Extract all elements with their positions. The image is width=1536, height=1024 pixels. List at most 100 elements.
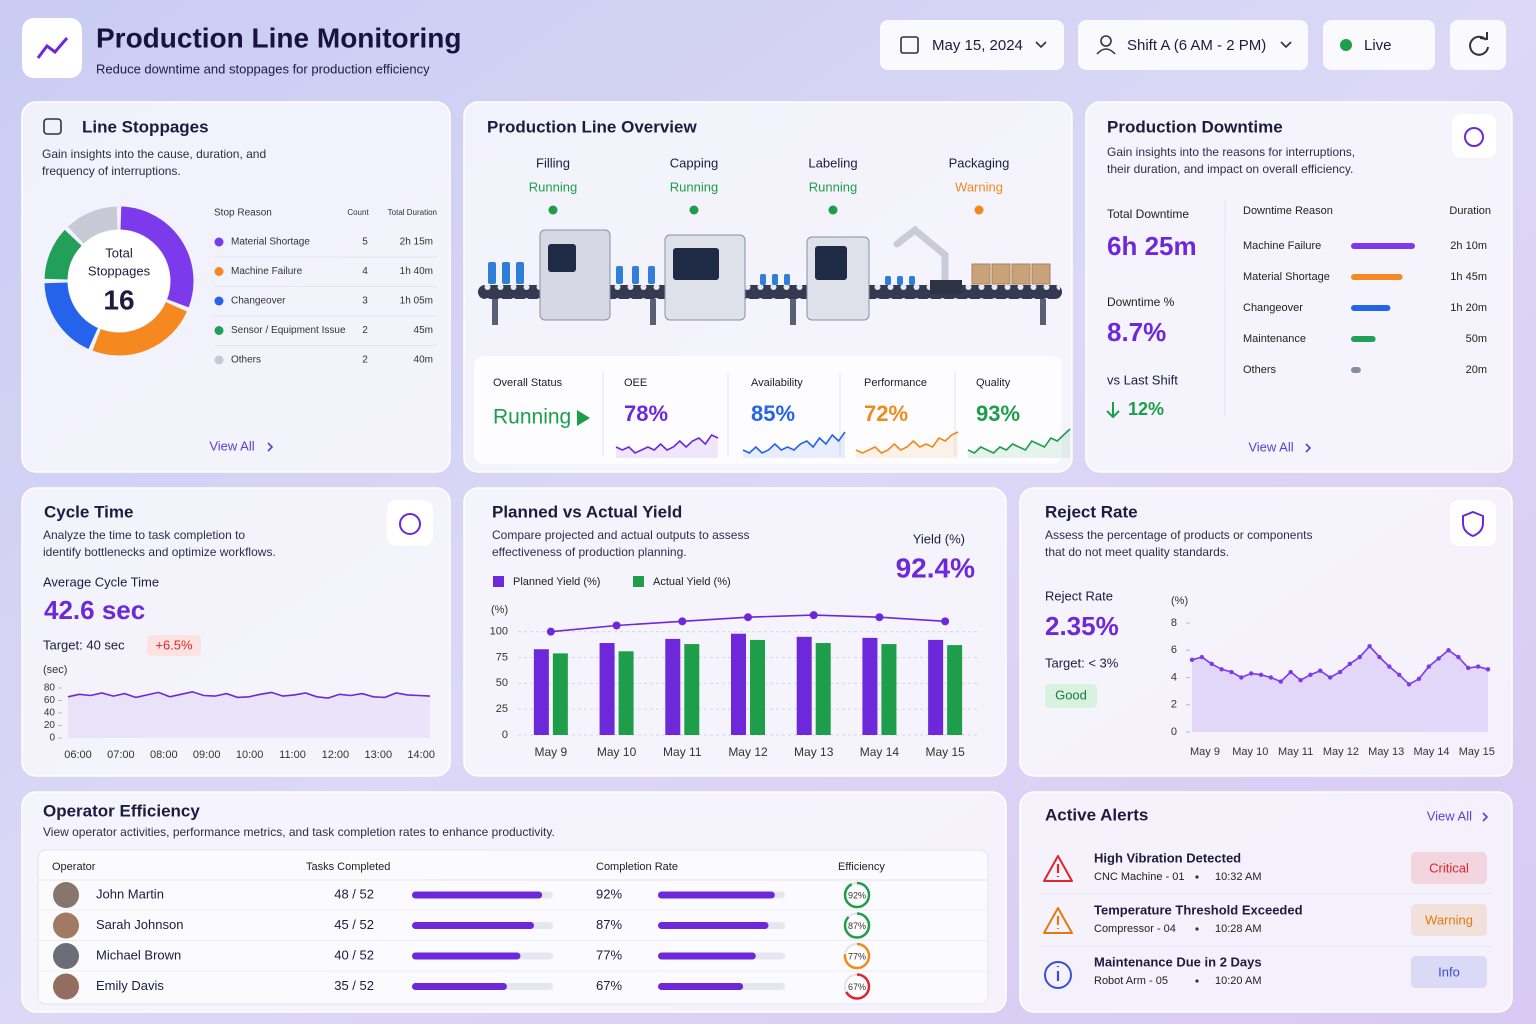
reject-point <box>1298 678 1303 683</box>
downtime-duration: 1h 45m <box>1450 271 1487 283</box>
alert-time: 10:28 AM <box>1215 923 1261 935</box>
legend-dot <box>214 326 224 335</box>
alert-time: 10:20 AM <box>1215 975 1261 987</box>
stop-count: 3 <box>362 296 368 307</box>
tasks-bar <box>412 983 507 990</box>
kpi-value: 2.35% <box>1045 611 1119 641</box>
efficiency-ring <box>843 912 871 939</box>
kpi-value: 78% <box>624 401 668 426</box>
y-tick-label: 40 <box>44 708 56 719</box>
reject-point <box>1397 672 1402 677</box>
tasks-bar <box>412 922 535 929</box>
date-picker[interactable] <box>880 20 1064 70</box>
separator-dot <box>1195 875 1199 879</box>
subtitle: Compare projected and actual outputs to … <box>492 528 749 542</box>
y-tick-label: 0 <box>502 729 508 741</box>
x-tick-label: May 10 <box>1232 746 1268 758</box>
subtitle: Stoppages <box>88 263 151 278</box>
bar <box>947 645 963 735</box>
sparkline <box>742 431 846 454</box>
downtime-reason: Maintenance <box>1243 333 1306 345</box>
donut-segment <box>44 282 99 349</box>
card-title: Cycle Time <box>44 502 133 521</box>
subtitle: frequency of interruptions. <box>42 164 181 178</box>
card <box>1019 791 1513 1013</box>
y-tick-label: 6 <box>1171 644 1177 656</box>
reject-point <box>1475 664 1481 669</box>
alert-badge <box>1411 904 1487 936</box>
overall-status: Running <box>493 406 571 429</box>
separator-dot <box>1195 979 1199 983</box>
legend-dot <box>214 237 224 247</box>
station-status: Running <box>529 179 577 194</box>
x-tick-label: May 15 <box>1459 746 1495 758</box>
column-header: Count <box>347 208 369 217</box>
y-tick-label: 0 <box>1171 726 1177 738</box>
refresh-button[interactable] <box>1450 20 1506 70</box>
shift-label: Shift A (6 AM - 2 PM) <box>1127 37 1266 54</box>
stop-duration: 1h 05m <box>400 296 433 307</box>
date-label: May 15, 2024 <box>932 37 1023 54</box>
sparkline-area <box>616 435 718 458</box>
tasks-completed: 35 / 52 <box>334 978 374 993</box>
alert-title: Temperature Threshold Exceeded <box>1094 902 1303 917</box>
subtitle: Assess the percentage of products or com… <box>1045 528 1313 542</box>
live-toggle[interactable] <box>1323 20 1435 70</box>
reject-point <box>1327 675 1333 680</box>
live-label: Live <box>1364 37 1392 54</box>
reject-point <box>1239 675 1244 680</box>
kpi-label: Overall Status <box>493 377 563 389</box>
x-tick-label: May 14 <box>860 745 900 759</box>
chevron <box>1305 443 1312 453</box>
bar <box>928 639 944 735</box>
conveyor-illustration <box>478 225 1062 325</box>
axis-label: (%) <box>491 604 508 616</box>
downtime-reason: Changeover <box>1243 302 1303 314</box>
bar <box>796 636 812 735</box>
operator-name: Sarah Johnson <box>96 917 183 932</box>
reject-point <box>1258 672 1264 677</box>
refresh-icon <box>1469 35 1489 56</box>
kpi-label: Performance <box>864 377 927 389</box>
efficiency-label: 67% <box>848 982 866 992</box>
duration-bar <box>1351 367 1361 373</box>
subtitle: Analyze the time to task completion to <box>43 528 245 542</box>
donut-segment <box>120 206 194 308</box>
kpi-label: Quality <box>976 377 1011 389</box>
sparkline-area <box>968 429 1070 458</box>
stop-reason: Machine Failure <box>231 266 303 277</box>
duration-bar <box>1351 336 1376 342</box>
shift-picker[interactable] <box>1078 20 1308 70</box>
status-badge-label: Good <box>1055 687 1087 702</box>
user-icon <box>1100 35 1112 47</box>
reject-point <box>1318 668 1323 673</box>
icon-tile <box>1452 114 1496 158</box>
reject-point <box>1387 664 1392 669</box>
yield-point <box>678 617 687 626</box>
tasks-bar <box>412 952 521 960</box>
cycle-area <box>68 691 430 738</box>
y-tick-label: 4 <box>1171 671 1177 683</box>
yield-point <box>744 613 752 622</box>
card <box>21 487 451 777</box>
column-header: Operator <box>52 861 96 873</box>
stop-reason: Sensor / Equipment Issue <box>231 325 346 336</box>
alert-source: CNC Machine - 01 <box>1094 871 1184 883</box>
yield-point <box>546 627 555 636</box>
tasks-completed: 45 / 52 <box>334 917 374 932</box>
donut-segment <box>67 206 119 244</box>
page-subtitle: Reduce downtime and stoppages for produc… <box>96 61 430 76</box>
icon-tile <box>387 500 433 546</box>
user-icon <box>1096 48 1116 55</box>
alert-source: Compressor - 04 <box>1094 923 1176 935</box>
tasks-completed: 48 / 52 <box>334 886 374 901</box>
card-title: Production Line Overview <box>487 117 697 136</box>
kpi-panel <box>474 356 1062 464</box>
alert-badge <box>1411 956 1487 988</box>
y-tick-label: 20 <box>44 720 56 731</box>
status-badge <box>1045 684 1097 708</box>
separator-dot <box>1195 927 1199 931</box>
downtime-duration: 2h 10m <box>1450 240 1487 252</box>
yield-point <box>875 613 884 622</box>
